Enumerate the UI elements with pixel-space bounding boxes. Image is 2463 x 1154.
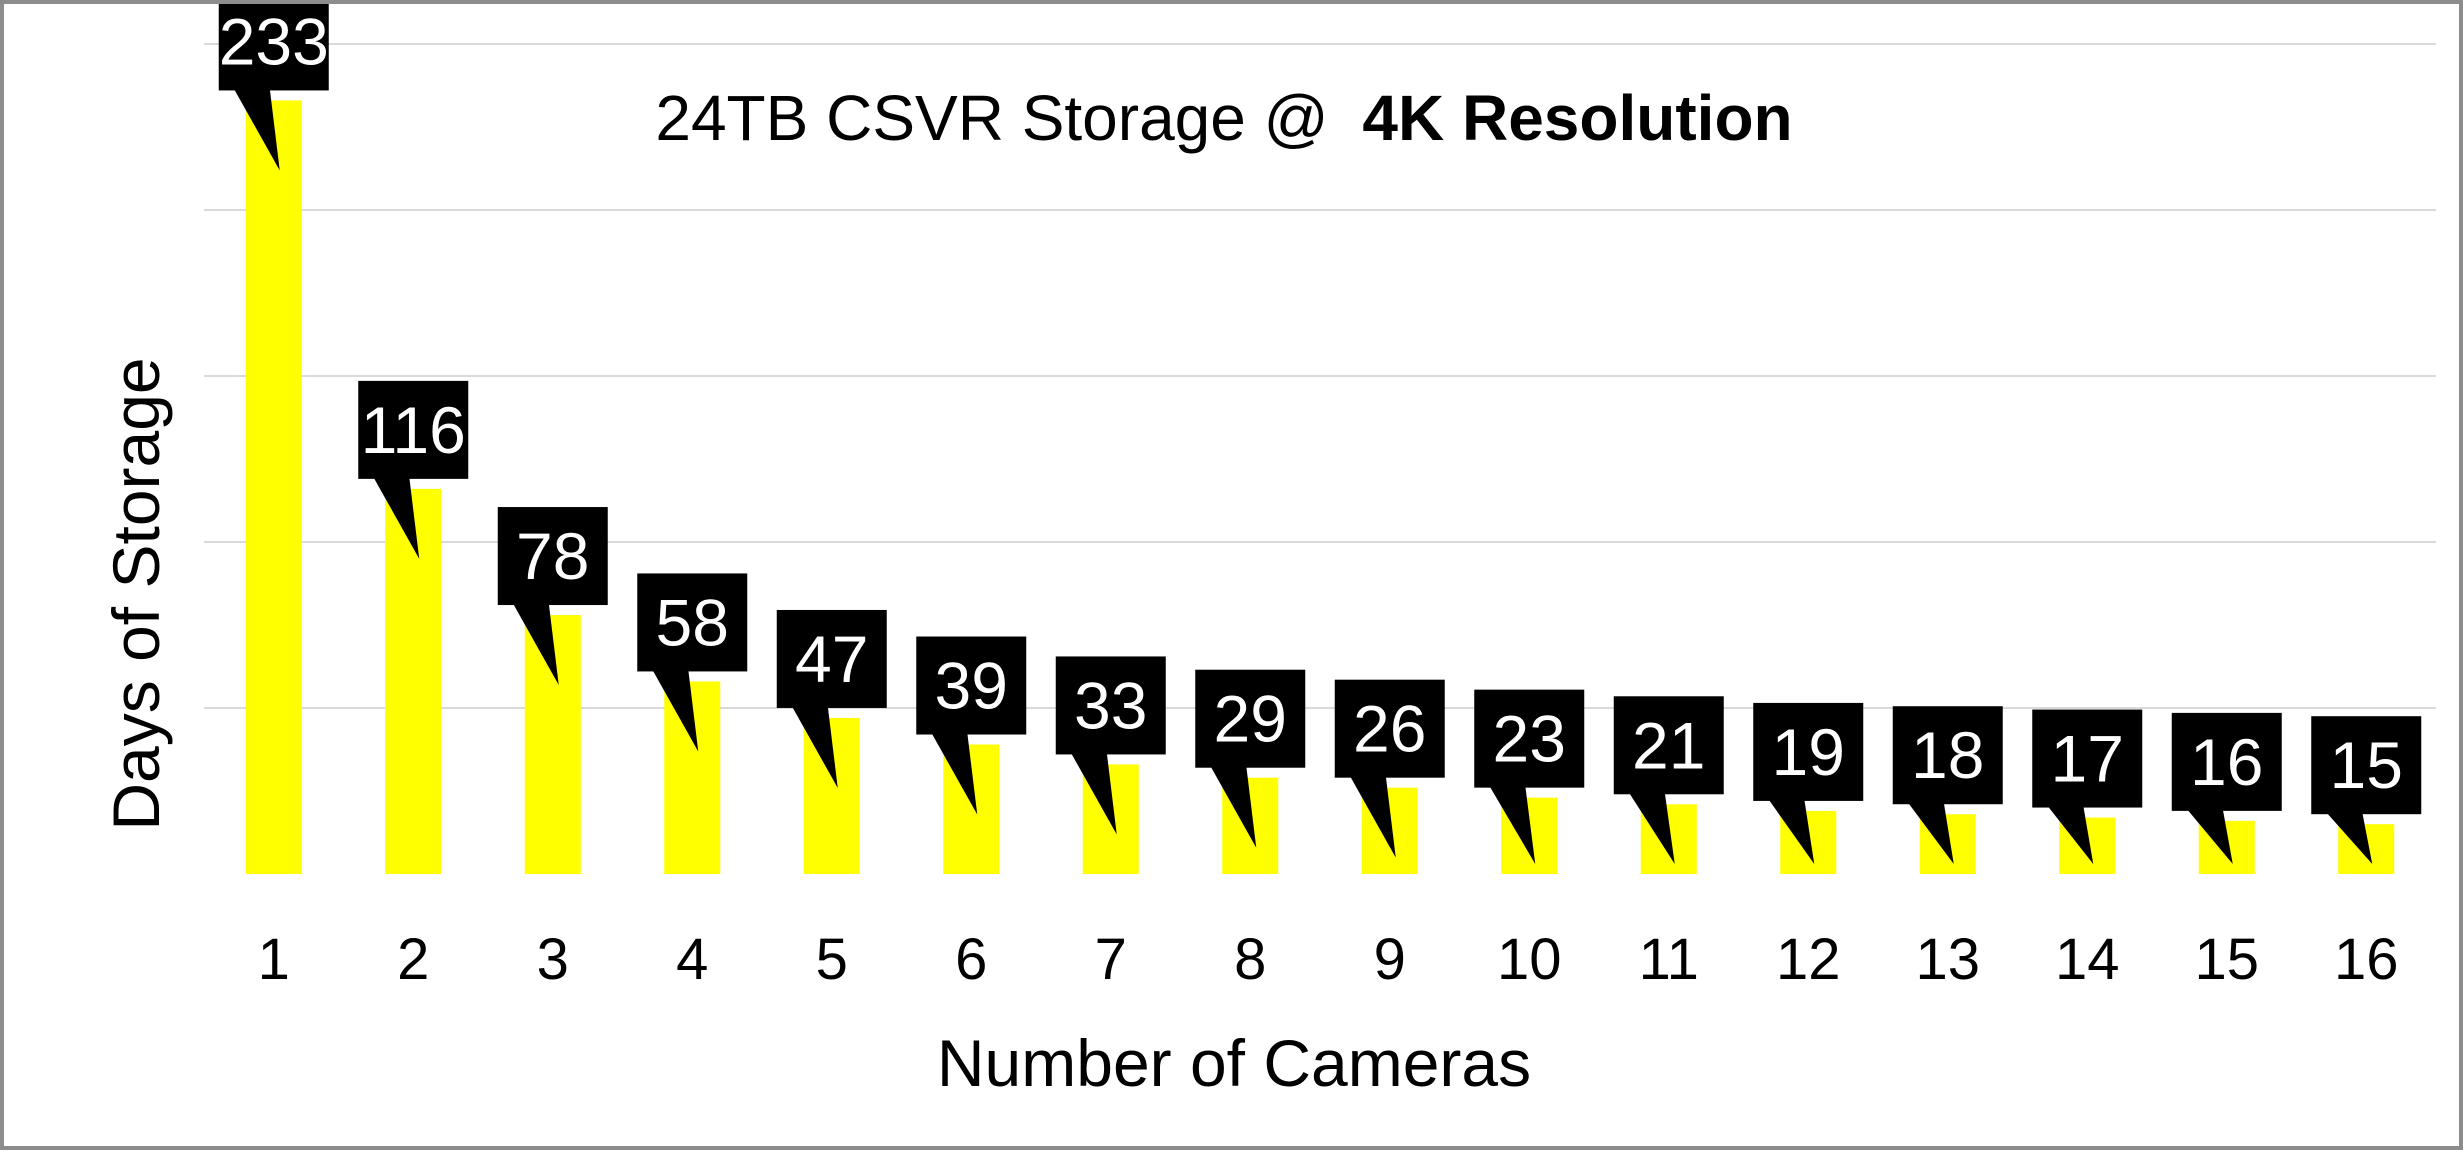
x-tick-label: 9 — [1374, 927, 1406, 992]
data-label-pointer — [373, 476, 420, 559]
data-label: 116 — [358, 380, 469, 559]
chart-title: 24TB CSVR Storage @ 4K Resolution — [655, 82, 1792, 154]
data-label: 78 — [497, 507, 608, 686]
x-tick-label: 16 — [2334, 927, 2399, 992]
data-label-value: 39 — [935, 649, 1008, 723]
data-label-value: 58 — [656, 585, 729, 659]
x-tick-label: 5 — [816, 927, 848, 992]
data-label-box — [497, 507, 608, 606]
data-label: 58 — [637, 573, 748, 752]
data-label-pointer — [1628, 792, 1675, 864]
x-tick-label: 11 — [1639, 927, 1699, 992]
data-label-value: 19 — [1772, 715, 1845, 789]
data-label-box — [2311, 716, 2422, 815]
chart-title-emphasis: 4K Resolution — [1362, 82, 1792, 154]
data-label-pointer — [2186, 808, 2233, 864]
data-label: 39 — [916, 636, 1027, 815]
data-label: 16 — [2171, 712, 2282, 864]
x-axis-label: Number of Cameras — [937, 1026, 1531, 1100]
data-label-box — [637, 573, 748, 672]
x-tick-label: 8 — [1234, 927, 1266, 992]
data-label: 23 — [1474, 689, 1585, 864]
data-label-box — [1195, 669, 1306, 768]
data-label-pointer — [233, 88, 280, 171]
chart-title-main: 24TB CSVR Storage @ — [655, 82, 1328, 154]
data-label: 233 — [218, 4, 329, 171]
data-label-value: 16 — [2190, 725, 2263, 799]
data-label-box — [218, 4, 329, 91]
data-label-value: 233 — [219, 4, 329, 78]
data-label-box — [776, 609, 887, 708]
x-tick-label: 7 — [1095, 927, 1127, 992]
data-label-pointer — [1489, 785, 1536, 864]
data-label-box — [1474, 689, 1585, 788]
data-label-box — [2032, 709, 2143, 808]
data-label-pointer — [1070, 752, 1117, 835]
x-tick-label: 2 — [397, 927, 429, 992]
x-tick-labels: 1 2 3 4 5 6 7 8 9 10 11 12 13 14 15 16 — [258, 927, 2399, 992]
data-label-value: 17 — [2051, 722, 2124, 796]
data-label-pointer — [1768, 798, 1815, 864]
data-label: 47 — [776, 609, 887, 788]
data-label: 17 — [2032, 709, 2143, 864]
data-label-value: 21 — [1632, 708, 1705, 782]
x-tick-label: 12 — [1776, 927, 1841, 992]
data-label-pointer — [931, 732, 978, 815]
bars — [245, 100, 2395, 874]
data-label: 21 — [1613, 696, 1724, 864]
x-tick-label: 10 — [1497, 927, 1562, 992]
data-label-value: 18 — [1911, 718, 1984, 792]
x-tick-label: 4 — [676, 927, 708, 992]
data-labels: 233 116 78 58 47 39 33 29 26 23 21 19 18 17 16 15 — [219, 4, 2422, 864]
data-label: 29 — [1195, 669, 1306, 848]
y-axis-label: Days of Storage — [99, 357, 173, 830]
x-tick-label: 15 — [2194, 927, 2259, 992]
data-label: 18 — [1892, 706, 2003, 864]
data-label: 19 — [1753, 702, 1864, 864]
data-label-pointer — [2047, 805, 2094, 864]
data-label-value: 116 — [361, 393, 466, 467]
data-label-box — [1334, 679, 1445, 778]
data-label-pointer — [2326, 812, 2373, 864]
data-label-value: 29 — [1214, 682, 1287, 756]
data-label-box — [1753, 702, 1864, 801]
bar — [385, 488, 442, 874]
x-tick-label: 13 — [1915, 927, 1980, 992]
data-label-value: 26 — [1353, 692, 1426, 766]
data-label-value: 78 — [516, 519, 589, 593]
x-tick-label: 14 — [2055, 927, 2120, 992]
x-tick-label: 6 — [955, 927, 987, 992]
data-label-box — [1613, 696, 1724, 795]
data-label-value: 33 — [1074, 668, 1147, 742]
data-label-value: 47 — [795, 622, 868, 696]
data-label-pointer — [1349, 775, 1396, 858]
data-label: 26 — [1334, 679, 1445, 858]
x-tick-label: 1 — [258, 927, 290, 992]
data-label-pointer — [791, 705, 838, 788]
data-label-pointer — [1210, 765, 1257, 848]
data-label: 33 — [1055, 656, 1166, 835]
x-tick-label: 3 — [537, 927, 569, 992]
data-label-value: 15 — [2330, 728, 2403, 802]
data-label-pointer — [1907, 802, 1954, 864]
data-label-box — [1055, 656, 1166, 755]
data-label-value: 23 — [1493, 702, 1566, 776]
data-label-box — [916, 636, 1027, 735]
data-label-box — [358, 380, 469, 479]
data-label-pointer — [512, 603, 559, 686]
data-label-pointer — [652, 669, 699, 752]
data-label-box — [1892, 706, 2003, 805]
bar — [245, 100, 302, 874]
data-label: 15 — [2311, 716, 2422, 864]
data-label-box — [2171, 712, 2282, 811]
